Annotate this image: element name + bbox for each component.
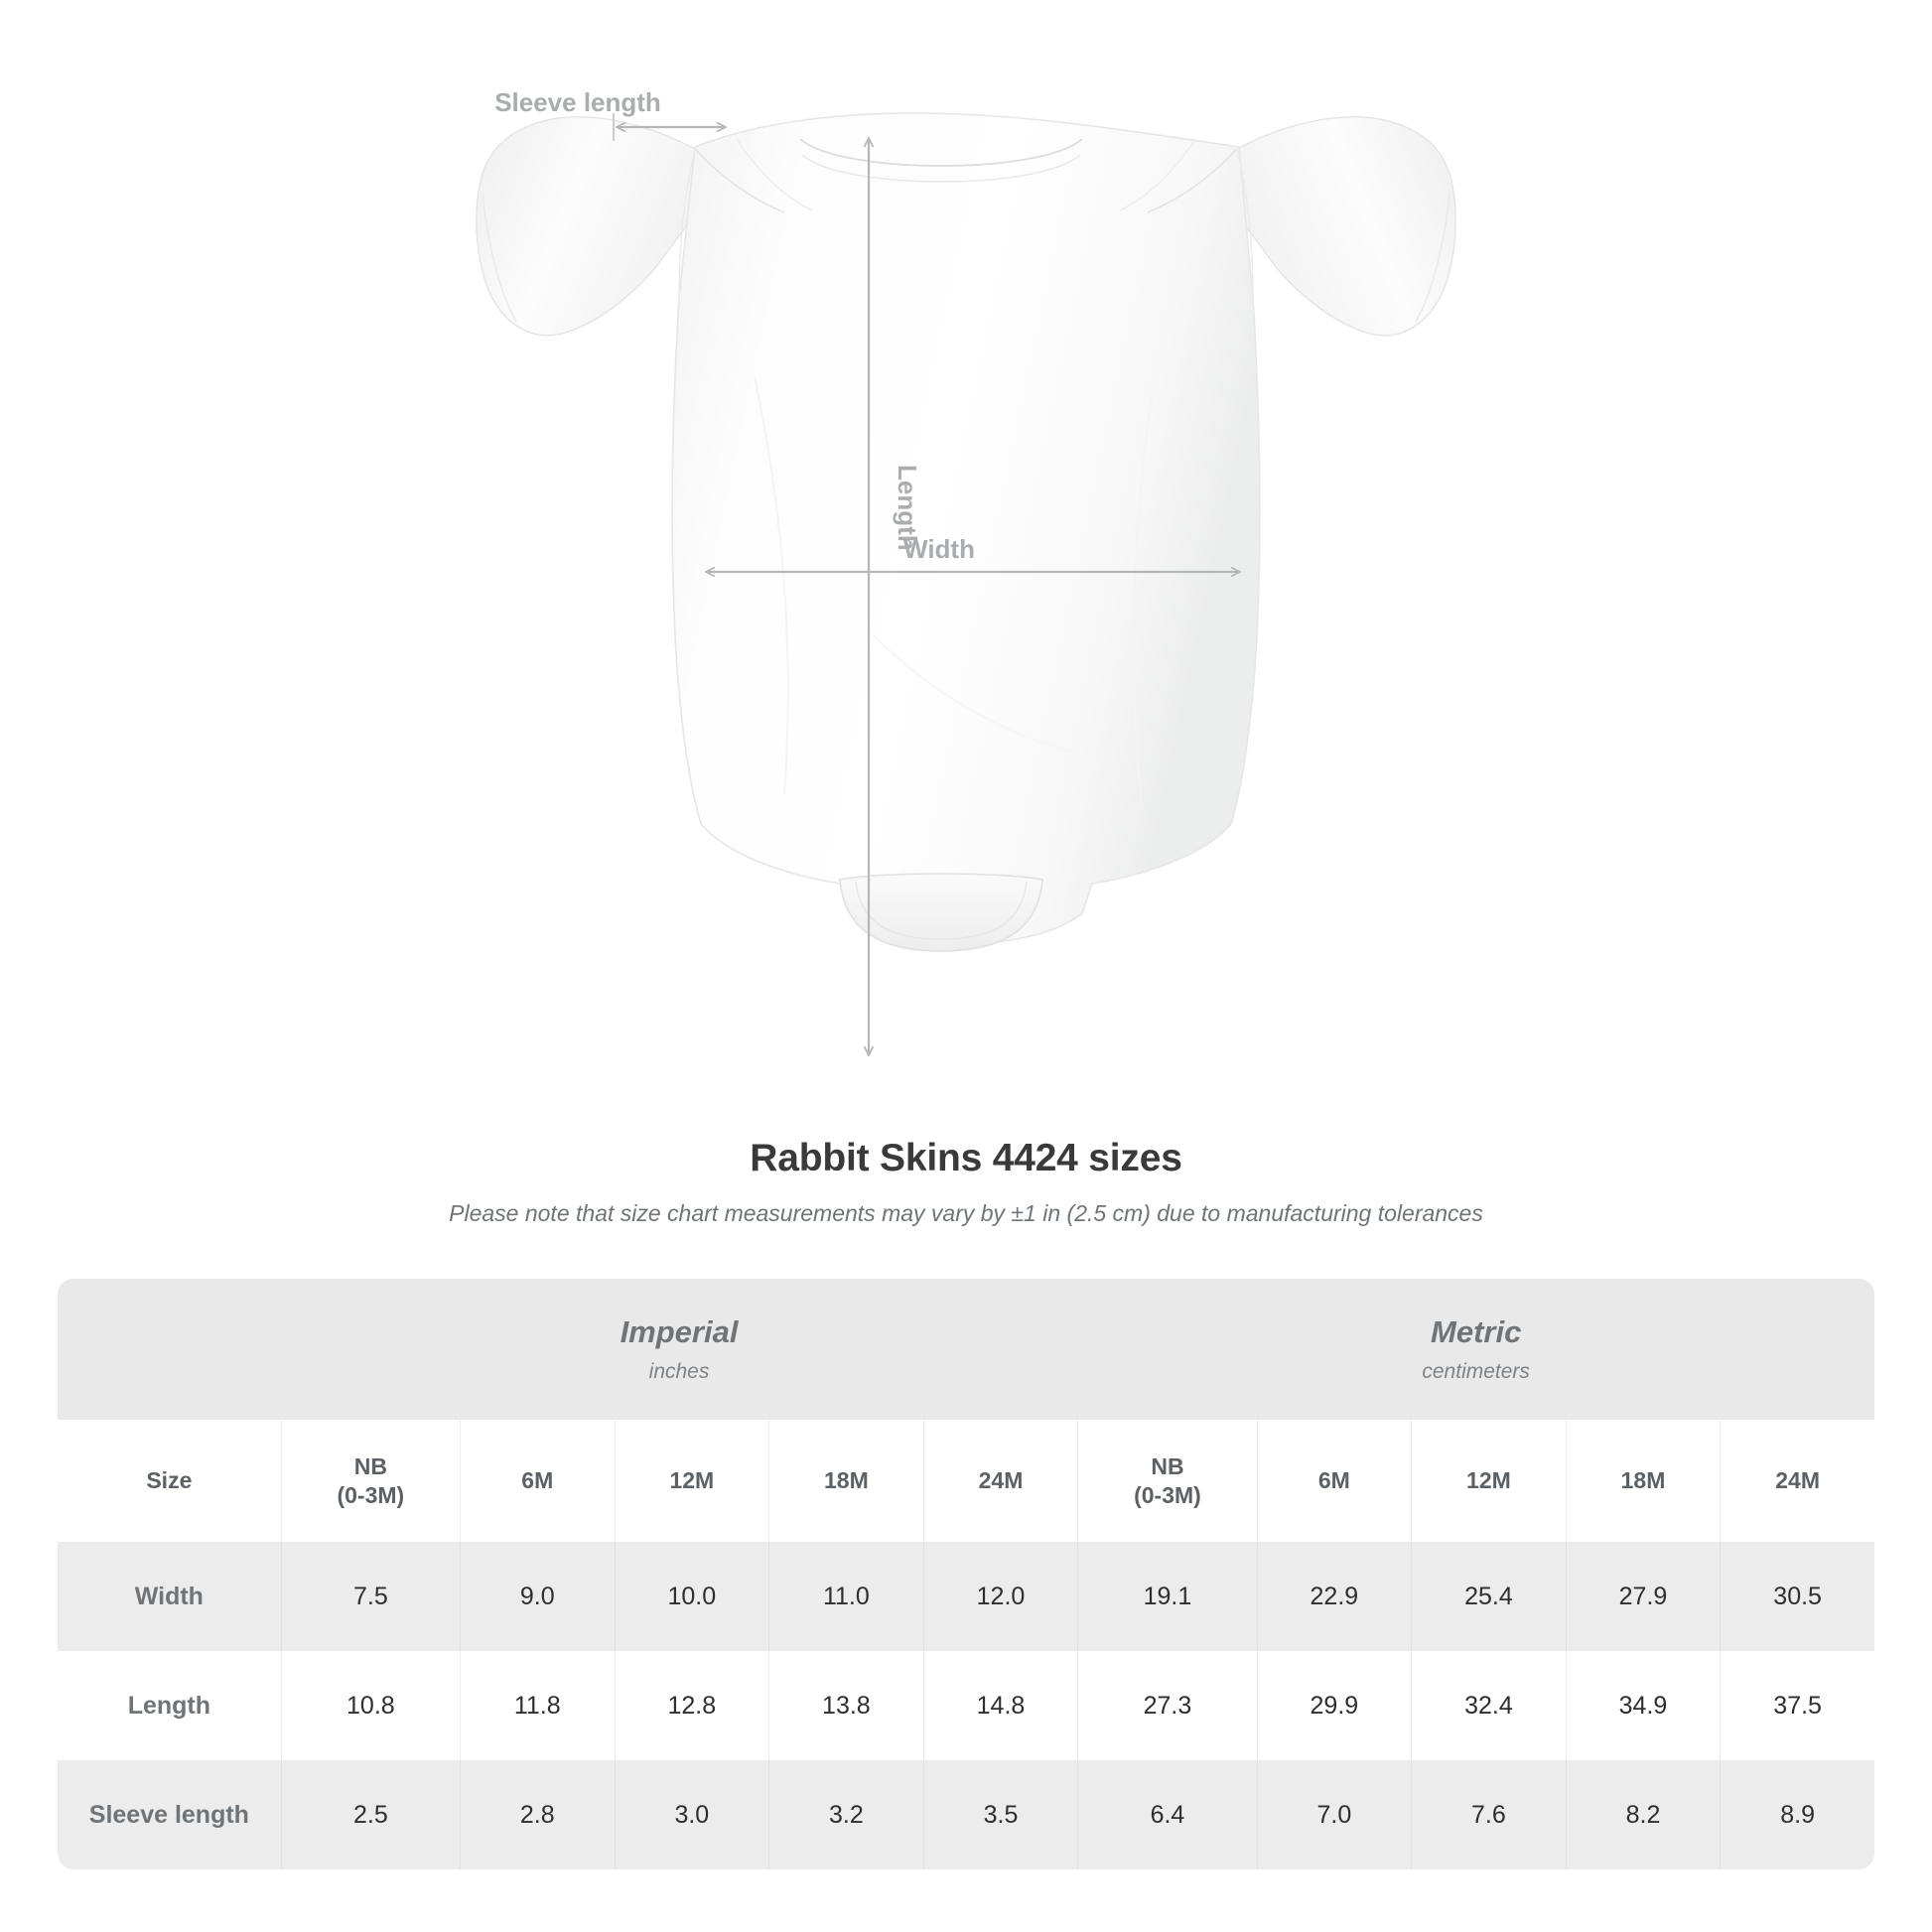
size-header-metric-18m: 18M: [1565, 1420, 1721, 1542]
cell-length-imperial-18m: 13.8: [768, 1651, 923, 1760]
size-header-imperial-nb: NB (0-3M): [280, 1420, 460, 1542]
cell-length-imperial-24m: 14.8: [922, 1651, 1078, 1760]
size-header-text: NB (0-3M): [337, 1452, 405, 1508]
cell-length-metric-nb: 27.3: [1077, 1651, 1257, 1760]
cell-width-imperial-18m: 11.0: [768, 1542, 923, 1651]
size-header-metric-6m: 6M: [1256, 1420, 1412, 1542]
cell-sleeve-imperial-12m: 3.0: [614, 1760, 769, 1869]
size-header-imperial-12m: 12M: [614, 1420, 769, 1542]
table-row: Width 7.5 9.0 10.0 11.0 12.0 19.1 22.9 2…: [58, 1542, 1874, 1651]
size-header-text: NB (0-3M): [1134, 1452, 1201, 1508]
cell-length-imperial-12m: 12.8: [614, 1651, 769, 1760]
tolerance-note: Please note that size chart measurements…: [449, 1200, 1483, 1226]
bodysuit-illustration: [476, 112, 1456, 952]
cell-width-imperial-24m: 12.0: [922, 1542, 1078, 1651]
unit-group-metric-sub: centimeters: [1422, 1359, 1530, 1383]
unit-group-imperial-name: Imperial: [620, 1314, 739, 1350]
cell-sleeve-metric-18m: 8.2: [1565, 1760, 1721, 1869]
size-header-row: Size NB (0-3M) 6M 12M 18M 24M NB (0-3M) 6M…: [58, 1420, 1874, 1542]
cell-sleeve-imperial-6m: 2.8: [459, 1760, 615, 1869]
garment-diagram: Sleeve length Length Width: [476, 87, 1456, 1122]
cell-length-metric-12m: 32.4: [1411, 1651, 1566, 1760]
cell-sleeve-imperial-nb: 2.5: [280, 1760, 460, 1869]
cell-sleeve-metric-6m: 7.0: [1256, 1760, 1412, 1869]
unit-group-metric: Metric centimeters: [1077, 1279, 1874, 1420]
cell-width-metric-24m: 30.5: [1720, 1542, 1874, 1651]
cell-sleeve-metric-12m: 7.6: [1411, 1760, 1566, 1869]
cell-length-metric-18m: 34.9: [1565, 1651, 1721, 1760]
cell-sleeve-metric-nb: 6.4: [1077, 1760, 1257, 1869]
size-chart-table: Imperial inches Metric centimeters Size …: [58, 1279, 1874, 1869]
size-header-imperial-24m: 24M: [922, 1420, 1078, 1542]
unit-group-metric-name: Metric: [1431, 1314, 1522, 1350]
size-header-metric-24m: 24M: [1720, 1420, 1874, 1542]
title-block: Rabbit Skins 4424 sizes Please note that…: [0, 1137, 1932, 1227]
unit-group-imperial-sub: inches: [648, 1359, 710, 1383]
cell-width-imperial-6m: 9.0: [459, 1542, 615, 1651]
width-annotation: Width: [707, 534, 1239, 572]
cell-length-metric-24m: 37.5: [1720, 1651, 1874, 1760]
table-row: Sleeve length 2.5 2.8 3.0 3.2 3.5 6.4 7.…: [58, 1760, 1874, 1869]
cell-width-imperial-nb: 7.5: [280, 1542, 460, 1651]
sleeve-length-annotation: Sleeve length: [494, 87, 725, 141]
cell-sleeve-metric-24m: 8.9: [1720, 1760, 1874, 1869]
unit-spacer-cell: [58, 1279, 281, 1420]
cell-width-imperial-12m: 10.0: [614, 1542, 769, 1651]
cell-sleeve-imperial-24m: 3.5: [922, 1760, 1078, 1869]
cell-width-metric-nb: 19.1: [1077, 1542, 1257, 1651]
cell-length-metric-6m: 29.9: [1256, 1651, 1412, 1760]
cell-width-metric-12m: 25.4: [1411, 1542, 1566, 1651]
corner-header-size: Size: [58, 1420, 281, 1542]
size-header-imperial-6m: 6M: [459, 1420, 615, 1542]
sleeve-length-label: Sleeve length: [494, 87, 661, 117]
unit-group-row: Imperial inches Metric centimeters: [58, 1279, 1874, 1420]
unit-group-imperial: Imperial inches: [280, 1279, 1078, 1420]
page-title: Rabbit Skins 4424 sizes: [750, 1137, 1182, 1179]
row-label-width: Width: [58, 1542, 281, 1651]
row-label-sleeve-length: Sleeve length: [58, 1760, 281, 1869]
length-label: Length: [893, 465, 922, 551]
size-header-metric-12m: 12M: [1411, 1420, 1566, 1542]
cell-length-imperial-nb: 10.8: [280, 1651, 460, 1760]
table-row: Length 10.8 11.8 12.8 13.8 14.8 27.3 29.…: [58, 1651, 1874, 1760]
row-label-length: Length: [58, 1651, 281, 1760]
cell-length-imperial-6m: 11.8: [459, 1651, 615, 1760]
size-header-metric-nb: NB (0-3M): [1077, 1420, 1257, 1542]
width-label: Width: [903, 534, 975, 564]
size-header-imperial-18m: 18M: [768, 1420, 923, 1542]
length-annotation: Length: [869, 139, 922, 1054]
cell-width-metric-18m: 27.9: [1565, 1542, 1721, 1651]
cell-sleeve-imperial-18m: 3.2: [768, 1760, 923, 1869]
cell-width-metric-6m: 22.9: [1256, 1542, 1412, 1651]
